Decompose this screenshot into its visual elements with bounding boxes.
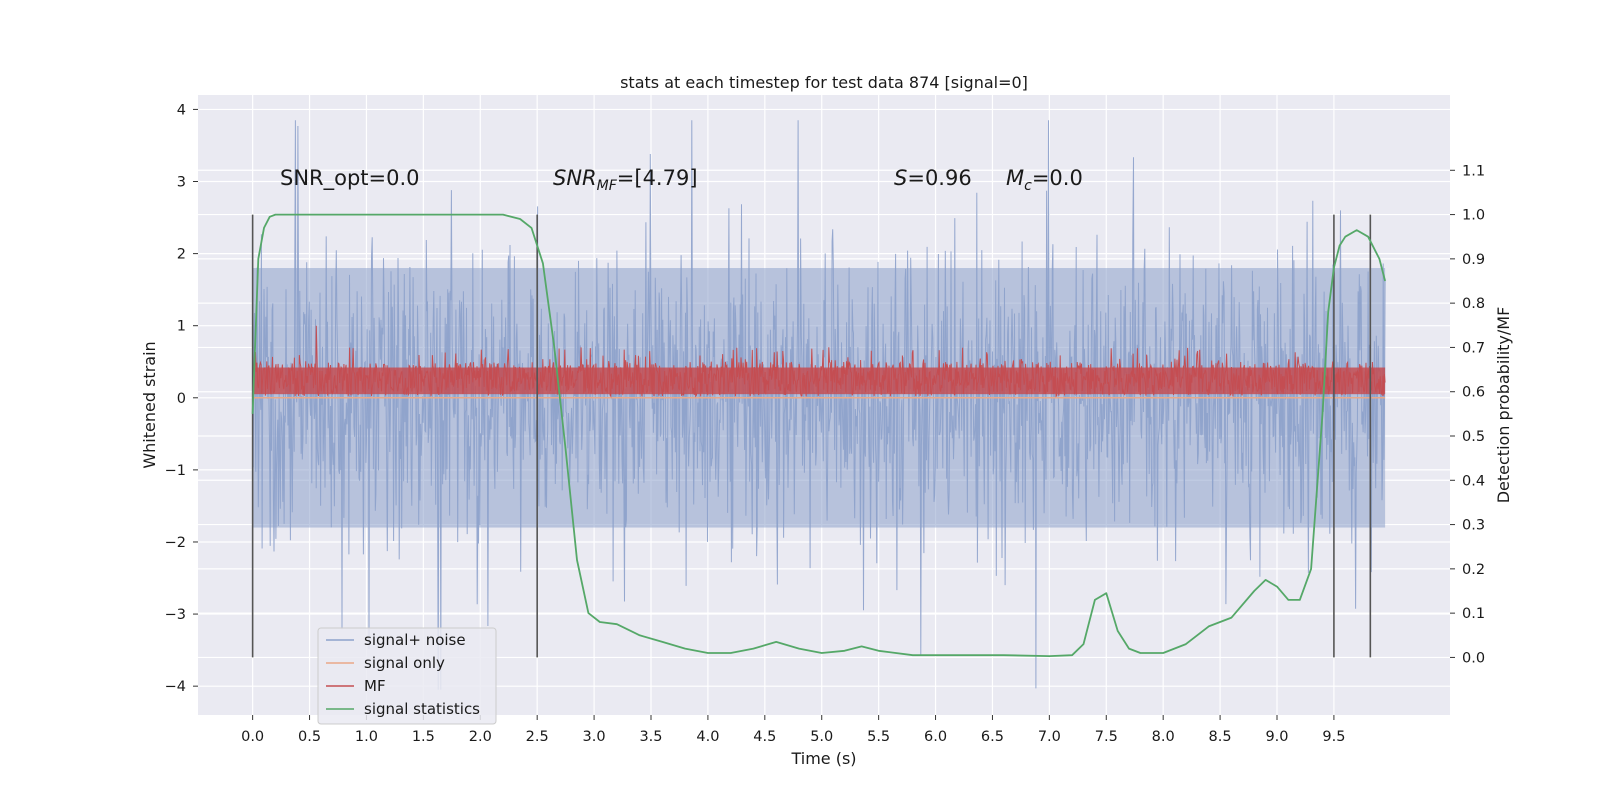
annotation-mc: Mc=0.0 [1006,166,1083,194]
x-tick-label: 5.0 [810,729,833,745]
annotation-snr-opt: SNR_opt=0.0 [280,166,420,191]
annotation-s: S=0.96 [894,166,972,190]
y2-tick-label: 0.8 [1462,296,1485,312]
y2-tick-label: 0.2 [1462,562,1485,578]
x-tick-label: 0.5 [298,729,321,745]
chart-title: stats at each timestep for test data 874… [620,73,1028,92]
y2-tick-label: 0.3 [1462,518,1485,534]
y-axis-label: Whitened strain [140,341,159,468]
x-tick-label: 9.0 [1265,729,1288,745]
y2-tick-label: 0.5 [1462,429,1485,445]
annotation-s-value: =0.96 [907,166,971,190]
annotation-snr-mf: SNRMF=[4.79] [553,166,698,194]
y2-tick-label: 0.1 [1462,606,1485,622]
x-tick-label: 4.5 [753,729,776,745]
y-tick-label: −4 [165,679,186,695]
x-tick-label: 3.0 [583,729,606,745]
x-tick-label: 1.0 [355,729,378,745]
annotation-snr-mf-value: =[4.79] [617,166,698,190]
axes-layer: 0.0 0.5 1.0 1.5 2.0 2.5 3.0 3.5 4.0 4.5 5.0 5.5 6.0 6… [165,102,1485,745]
x-tick-label: 8.5 [1209,729,1232,745]
plot-layer [251,120,1386,690]
x-axis-label: Time (s) [790,749,856,768]
y2-tick-label: 0.4 [1462,473,1485,489]
legend-label-signal-statistics: signal statistics [364,700,480,718]
x-tick-label: 0.0 [241,729,264,745]
series-mf-core [252,367,1386,395]
x-tick-label: 2.0 [469,729,492,745]
x-tick-label: 6.0 [924,729,947,745]
legend-label-signal-noise: signal+ noise [364,631,466,649]
x-tick-label: 6.5 [981,729,1004,745]
x-tick-label: 3.5 [639,729,662,745]
annotation-snr-mf-symbol: SNR [553,166,597,190]
y-tick-label: 0 [177,391,186,407]
y-tick-label: −1 [165,463,186,479]
annotation-mc-symbol: M [1006,166,1024,190]
annotation-mc-subscript: c [1024,178,1032,194]
y-tick-label: 4 [177,102,186,118]
x-tick-label: 1.5 [412,729,435,745]
y-tick-label: 2 [177,247,186,263]
legend-label-signal-only: signal only [364,654,445,672]
y2-tick-label: 0.9 [1462,252,1485,268]
annotation-mc-value: =0.0 [1032,166,1083,190]
y-tick-label: 3 [177,175,186,191]
y2-tick-label: 0.7 [1462,340,1485,356]
legend: signal+ noise signal only MF signal stat… [317,627,497,725]
x-tick-label: 2.5 [526,729,549,745]
x-tick-label: 7.5 [1095,729,1118,745]
series-signal-statistics [251,213,1386,657]
y-tick-label: 1 [177,319,186,335]
annotation-snr-mf-subscript: MF [597,178,618,194]
y2-axis-label: Detection probability/MF [1494,307,1513,504]
annotation-s-symbol: S [894,166,907,190]
y2-tick-label: 1.1 [1462,163,1485,179]
x-tick-label: 5.5 [867,729,890,745]
y-tick-label: −2 [165,535,186,551]
x-tick-label: 7.0 [1038,729,1061,745]
x-tick-label: 8.0 [1152,729,1175,745]
y2-tick-label: 1.0 [1462,208,1485,224]
y-tick-label: −3 [165,607,186,623]
legend-box [317,627,497,725]
y2-tick-label: 0.0 [1462,650,1485,666]
x-tick-label: 4.0 [696,729,719,745]
y2-tick-label: 0.6 [1462,385,1485,401]
legend-label-mf: MF [364,677,386,695]
x-tick-label: 9.5 [1322,729,1345,745]
